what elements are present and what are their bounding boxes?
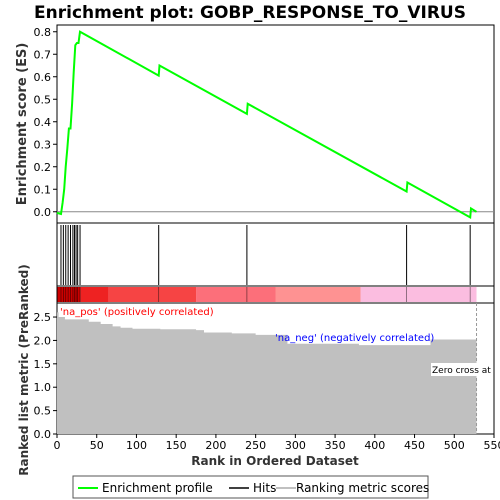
zero-cross-label-bg	[431, 363, 493, 376]
x-tick-label: 100	[126, 439, 147, 452]
colorbar-segment	[196, 287, 276, 302]
es-y-tick-label: 0.5	[34, 93, 52, 106]
colorbar-segment	[80, 287, 109, 302]
chart-title: Enrichment plot: GOBP_RESPONSE_TO_VIRUS	[34, 3, 466, 23]
es-y-tick-label: 0.0	[34, 206, 52, 219]
es-y-axis: 0.0 0.1 0.2 0.3 0.4 0.5 0.6 0.7 0.8	[34, 26, 57, 219]
legend-hits-label: Hits	[253, 481, 276, 495]
legend-metric-label: Ranking metric scores	[296, 481, 429, 495]
x-tick-label: 0	[54, 439, 61, 452]
hits-panel-frame	[56, 222, 495, 287]
ranking-metric-area	[57, 312, 477, 434]
es-panel: 0.0 0.1 0.2 0.3 0.4 0.5 0.6 0.7 0.8 Enrichment s…	[15, 24, 495, 224]
legend-frame	[72, 475, 429, 499]
es-y-tick-label: 0.6	[34, 71, 52, 84]
metric-y-tick-label: 0.0	[34, 428, 52, 441]
x-tick-label: 500	[444, 439, 465, 452]
x-tick-label: 50	[90, 439, 104, 452]
metric-y-tick-label: 0.5	[34, 405, 52, 418]
metric-y-tick-label: 1.5	[34, 358, 52, 371]
colorbar-segment	[108, 287, 197, 302]
metric-y-tick-label: 1.0	[34, 381, 52, 394]
pos-correlated-label: 'na_pos' (positively correlated)	[60, 307, 214, 318]
metric-y-axis-label: Ranked list metric (PreRanked)	[17, 264, 31, 476]
colorbar-segment	[360, 287, 477, 302]
es-y-tick-label: 0.3	[34, 138, 52, 151]
es-y-tick-label: 0.8	[34, 26, 52, 39]
x-axis-label: Rank in Ordered Dataset	[191, 454, 359, 468]
legend-enrichment-label: Enrichment profile	[102, 481, 213, 495]
colorbar-segment	[57, 287, 81, 302]
x-tick-label: 150	[166, 439, 187, 452]
es-y-tick-label: 0.4	[34, 116, 52, 129]
metric-y-tick-label: 2.0	[34, 334, 52, 347]
x-tick-label: 350	[325, 439, 346, 452]
x-tick-label: 450	[404, 439, 425, 452]
hits-lines	[60, 225, 471, 285]
metric-y-axis: 0.0 0.5 1.0 1.5 2.0 2.5	[34, 311, 57, 441]
es-y-tick-label: 0.2	[34, 161, 52, 174]
metric-panel: 0.0 0.5 1.0 1.5 2.0 2.5 0 50 100 150 200 250 300 350…	[17, 264, 500, 476]
metric-x-axis: 0 50 100 150 200 250 300 350 400 450 500 550	[54, 434, 500, 452]
metric-y-tick-label: 2.5	[34, 311, 52, 324]
enrichment-profile-line	[56, 30, 478, 220]
es-y-tick-label: 0.1	[34, 183, 52, 196]
x-tick-label: 250	[245, 439, 266, 452]
hits-panel	[56, 222, 495, 287]
legend: Enrichment profile Hits Ranking metric s…	[72, 475, 429, 499]
es-y-tick-label: 0.7	[34, 48, 52, 61]
neg-correlated-label: 'na_neg' (negatively correlated)	[275, 333, 434, 344]
x-tick-label: 550	[484, 439, 500, 452]
x-tick-label: 400	[364, 439, 385, 452]
x-tick-label: 300	[285, 439, 306, 452]
colorbar-segment	[275, 287, 361, 302]
es-y-axis-label: Enrichment score (ES)	[15, 43, 30, 206]
zero-cross-label: Zero cross at	[432, 366, 491, 376]
rank-colorbar	[57, 287, 477, 302]
x-tick-label: 200	[205, 439, 226, 452]
